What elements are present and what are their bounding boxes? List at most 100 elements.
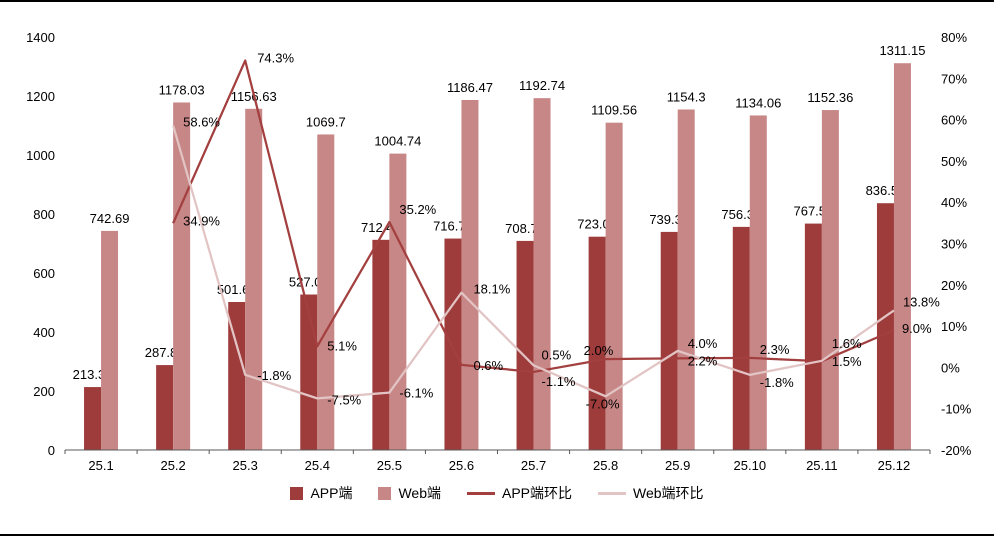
legend-item-web-line: Web端环比 [598, 483, 704, 503]
x-axis-category-label: 25.9 [665, 458, 690, 473]
legend-swatch-app-line-icon [467, 491, 495, 495]
line-value-label: 5.1% [327, 338, 357, 353]
bar-Web端-25.12 [893, 63, 911, 450]
right-axis-tick-label: 50% [941, 154, 967, 169]
line-value-label: 2.0% [584, 343, 614, 358]
chart-legend: APP端 Web端 APP端环比 Web端环比 [0, 483, 994, 503]
bars-APP端 [84, 203, 894, 450]
right-axis-tick-label: 40% [941, 195, 967, 210]
line-value-label: -1.1% [542, 374, 576, 389]
bar-APP端-25.6 [444, 238, 462, 450]
line-value-label: 18.1% [473, 282, 510, 297]
bar-APP端-25.1 [84, 387, 102, 450]
line-value-label: 4.0% [688, 336, 718, 351]
bar-Web端-25.10 [749, 115, 767, 450]
line-value-label: 0.5% [542, 347, 572, 362]
right-axis-tick-label: 10% [941, 319, 967, 334]
bar-value-label: 1192.74 [519, 78, 565, 93]
line-value-label: -1.8% [760, 375, 794, 390]
x-axis-category-label: 25.3 [233, 458, 258, 473]
right-axis-tick-label: 30% [941, 237, 967, 252]
bar-APP端-25.12 [876, 203, 894, 450]
left-axis-tick-label: 1400 [26, 30, 55, 45]
line-value-label: 74.3% [257, 51, 294, 66]
bar-value-label: 1311.15 [879, 43, 925, 58]
legend-label-web-line: Web端环比 [633, 485, 704, 501]
bar-value-label: 1109.56 [591, 103, 637, 118]
right-axis-tick-label: 80% [941, 30, 967, 45]
left-axis-tick-label: 600 [33, 266, 55, 281]
x-axis-category-label: 25.10 [734, 458, 767, 473]
x-axis-category-label: 25.8 [593, 458, 618, 473]
bar-Web端-25.5 [389, 153, 407, 451]
bar-value-label: 1134.06 [735, 95, 781, 110]
line-Web端环比 [172, 125, 895, 400]
line-value-label: -7.0% [586, 396, 620, 411]
x-axis-category-label: 25.5 [377, 458, 402, 473]
legend-item-app-bar: APP端 [290, 483, 352, 503]
bar-APP端-25.11 [804, 223, 822, 450]
x-axis-category-label: 25.1 [88, 458, 113, 473]
line-value-label: -7.5% [327, 392, 361, 407]
bar-value-label: 1004.74 [374, 134, 421, 149]
bar-Web端-25.7 [533, 98, 551, 451]
bar-value-label: 1186.47 [447, 80, 493, 95]
legend-swatch-app-bar-icon [290, 486, 304, 500]
left-axis-tick-label: 0 [48, 443, 55, 458]
line-value-label: 1.5% [832, 354, 862, 369]
x-axis-category-label: 25.7 [521, 458, 546, 473]
line-value-label: 9.0% [902, 321, 932, 336]
right-axis-tick-label: 0% [941, 360, 960, 375]
bar-Web端-25.6 [461, 99, 479, 451]
bar-APP端-25.9 [660, 231, 678, 450]
line-value-label: 2.3% [760, 342, 790, 357]
bar-value-label: 1152.36 [807, 90, 853, 105]
right-axis-tick-label: 70% [941, 71, 967, 86]
line-value-label: -1.8% [257, 368, 291, 383]
bar-Web端-25.8 [605, 122, 623, 450]
bar-value-label: 1154.3 [667, 89, 706, 104]
bars-Web端 [101, 63, 911, 451]
x-axis-category-label: 25.12 [878, 458, 911, 473]
right-axis-tick-label: 60% [941, 113, 967, 128]
legend-label-web-bar: Web端 [398, 485, 441, 501]
bar-Web端-25.1 [101, 230, 119, 450]
x-axis-category-label: 25.6 [449, 458, 474, 473]
right-axis-tick-label: -10% [941, 402, 972, 417]
bar-APP端-25.3 [228, 302, 246, 450]
bar-value-label: 1178.03 [159, 82, 205, 97]
x-axis-category-label: 25.2 [160, 458, 185, 473]
left-axis-tick-label: 200 [33, 384, 55, 399]
line-value-label: 35.2% [399, 202, 436, 217]
line-value-label: -6.1% [399, 386, 433, 401]
bar-APP端-25.5 [372, 239, 390, 450]
bar-Web端-25.3 [245, 108, 263, 450]
legend-swatch-web-line-icon [598, 491, 627, 495]
line-APP端环比 [172, 59, 895, 374]
bar-APP端-25.8 [588, 236, 606, 450]
bar-Web端-25.9 [677, 109, 695, 450]
x-axis-category-label: 25.11 [806, 458, 838, 473]
line-value-label: 2.2% [688, 353, 718, 368]
legend-swatch-web-bar-icon [378, 486, 392, 500]
bar-APP端-25.4 [300, 294, 318, 450]
legend-item-web-bar: Web端 [378, 483, 441, 503]
left-axis-tick-label: 800 [33, 207, 55, 222]
left-axis-tick-label: 1200 [26, 89, 55, 104]
bar-Web端-25.11 [821, 110, 839, 450]
legend-label-app-line: APP端环比 [502, 485, 573, 501]
line-value-label: 34.9% [183, 213, 220, 228]
legend-item-app-line: APP端环比 [467, 483, 572, 503]
bar-value-label: 1069.7 [306, 114, 346, 129]
bar-value-label: 742.69 [90, 211, 130, 226]
bar-Web端-25.2 [173, 102, 191, 451]
bar-APP端-25.2 [156, 365, 174, 450]
legend-label-app-bar: APP端 [310, 485, 353, 501]
right-axis-tick-label: -20% [941, 443, 972, 458]
bar-Web端-25.4 [317, 134, 335, 450]
left-axis-tick-label: 400 [33, 325, 55, 340]
right-axis-tick-label: 20% [941, 278, 967, 293]
line-value-label: 0.6% [473, 358, 503, 373]
line-value-label: 58.6% [183, 114, 220, 129]
